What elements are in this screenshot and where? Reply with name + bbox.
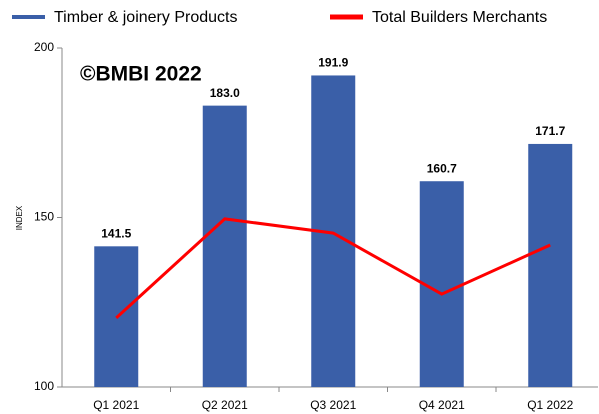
x-tick-label: Q2 2021 <box>202 398 248 412</box>
y-tick-label: 150 <box>34 210 54 224</box>
bar <box>202 105 247 387</box>
x-tick-label: Q4 2021 <box>419 398 465 412</box>
y-tick-label: 200 <box>34 40 54 54</box>
value-label: 141.5 <box>101 226 131 240</box>
value-label: 160.7 <box>427 161 457 175</box>
bar <box>419 181 464 387</box>
y-tick-label: 100 <box>34 379 54 393</box>
annotation: ©BMBI 2022 <box>80 63 202 86</box>
x-tick-label: Q3 2021 <box>310 398 356 412</box>
y-axis-label: INDEX <box>15 205 24 230</box>
line <box>115 217 551 319</box>
value-label: 183.0 <box>210 86 240 100</box>
value-label: 191.9 <box>318 56 348 70</box>
legend-label: Total Builders Merchants <box>372 9 547 26</box>
x-tick-label: Q1 2021 <box>93 398 139 412</box>
value-label: 171.7 <box>535 124 565 138</box>
legend-label: Timber & joinery Products <box>54 9 237 26</box>
bar <box>528 143 573 387</box>
x-tick-label: Q1 2022 <box>527 398 573 412</box>
